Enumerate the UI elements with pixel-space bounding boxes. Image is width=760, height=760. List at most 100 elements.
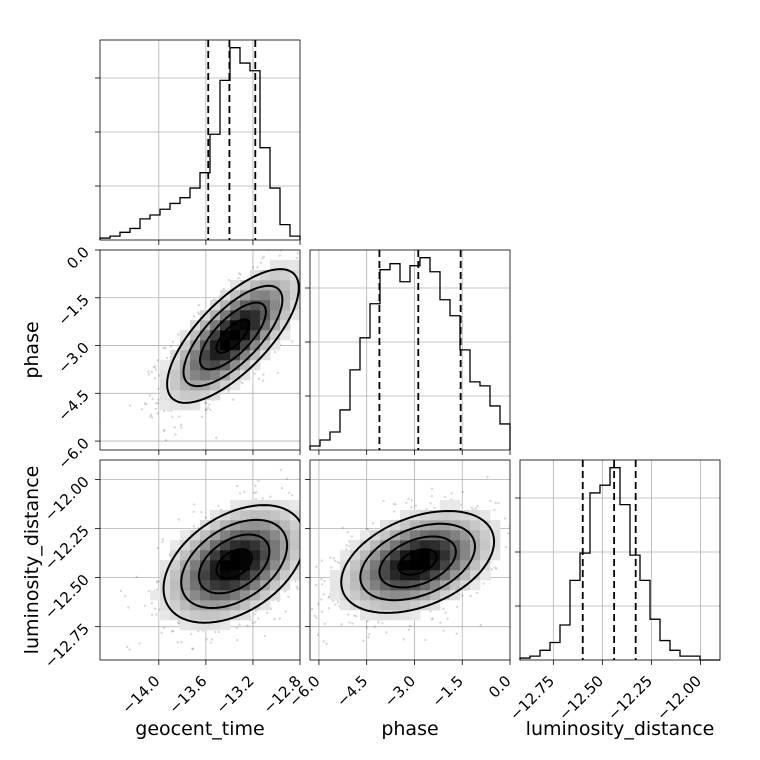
sample-point: [323, 532, 325, 534]
density-cell: [190, 330, 201, 341]
sample-point: [322, 555, 324, 557]
sample-point: [128, 404, 132, 407]
sample-point: [405, 501, 408, 504]
density-cell: [470, 520, 481, 531]
density-cell: [260, 530, 271, 541]
density-cell: [230, 360, 241, 371]
sample-point: [313, 273, 315, 275]
density-cell: [470, 530, 481, 541]
density-cell: [190, 540, 201, 551]
density-cell: [170, 540, 181, 551]
sample-point: [227, 390, 230, 393]
x-tick-label: −13.6: [165, 672, 210, 717]
sample-point: [494, 566, 497, 569]
x-axis-title-luminosity_distance: luminosity_distance: [526, 718, 715, 740]
density-cell: [260, 540, 271, 551]
sample-point: [455, 632, 458, 635]
density-cell: [210, 390, 221, 401]
sample-point: [394, 503, 397, 506]
density-cell: [270, 290, 281, 301]
sample-point: [301, 272, 303, 274]
sample-point: [348, 621, 351, 624]
density-cell: [450, 580, 461, 591]
density-cell: [410, 530, 421, 541]
density-cell: [260, 550, 271, 561]
sample-point: [304, 294, 306, 296]
density-cell: [480, 510, 491, 521]
density-cell: [390, 600, 401, 611]
sample-point: [261, 497, 264, 500]
density-cell: [410, 560, 421, 571]
sample-point: [177, 518, 181, 521]
density-cell: [190, 530, 201, 541]
sample-point: [251, 266, 255, 269]
density-cell: [210, 570, 221, 581]
density-cell: [350, 550, 361, 561]
sample-point: [444, 611, 447, 614]
density-cell: [460, 540, 471, 551]
sample-point: [322, 593, 325, 596]
density-cell: [280, 580, 291, 591]
density-cell: [340, 580, 351, 591]
density-cell: [280, 560, 291, 571]
sample-point: [222, 288, 225, 291]
density-cell: [430, 510, 441, 521]
density-cell: [380, 570, 391, 581]
density-cell: [270, 260, 281, 271]
sample-point: [517, 529, 519, 531]
density-cell: [280, 330, 291, 341]
sample-point: [332, 557, 336, 560]
density-cell: [160, 560, 171, 571]
density-cell: [370, 580, 381, 591]
x-tick-label: −12.75: [506, 672, 558, 724]
sample-point: [156, 359, 159, 362]
sample-point: [209, 641, 213, 644]
density-cell: [380, 560, 391, 571]
density-cell: [490, 520, 501, 531]
sample-point: [345, 544, 348, 547]
density-cell: [380, 520, 391, 531]
density-cell: [460, 550, 471, 561]
sample-point: [541, 519, 543, 521]
density-cell: [250, 310, 261, 321]
density-cell: [360, 530, 371, 541]
sample-point: [310, 554, 312, 556]
sample-point: [259, 261, 263, 264]
density-cell: [220, 380, 231, 391]
sample-point: [151, 397, 154, 401]
density-cell: [200, 540, 211, 551]
density-cell: [220, 310, 231, 321]
density-cell: [460, 520, 471, 531]
density-cell: [240, 520, 251, 531]
density-cell: [400, 510, 411, 521]
density-cell: [390, 610, 401, 621]
sample-point: [307, 309, 309, 311]
sample-point: [442, 607, 445, 611]
sample-point: [313, 538, 315, 540]
density-cell: [390, 590, 401, 601]
density-cell: [240, 600, 251, 611]
density-cell: [180, 350, 191, 361]
sample-point: [306, 281, 308, 283]
sample-point: [162, 626, 166, 629]
sample-point: [331, 513, 333, 515]
y-tick-label: −1.5: [54, 291, 92, 329]
density-cell: [230, 510, 241, 521]
density-cell: [440, 530, 451, 541]
density-cell: [430, 570, 441, 581]
panel-content: [119, 468, 333, 651]
sample-point: [205, 408, 208, 411]
sample-point: [489, 499, 492, 503]
sample-point: [377, 621, 380, 624]
sample-point: [328, 269, 330, 271]
sample-point: [402, 638, 405, 641]
density-cell: [390, 520, 401, 531]
sample-point: [171, 415, 174, 418]
density-cell: [170, 590, 181, 601]
panel-content: [310, 476, 543, 646]
density-cell: [220, 520, 231, 531]
density-cell: [380, 600, 391, 611]
sample-point: [163, 428, 166, 432]
sample-point: [301, 513, 303, 515]
density-cell: [400, 580, 411, 591]
